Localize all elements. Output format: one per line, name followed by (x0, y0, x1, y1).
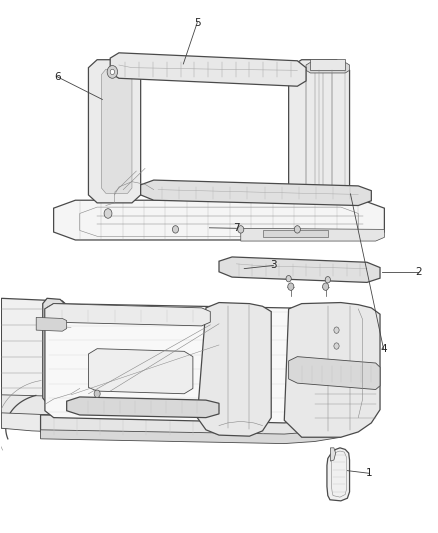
Circle shape (173, 225, 179, 233)
Text: 4: 4 (380, 344, 387, 354)
Polygon shape (330, 448, 336, 461)
Polygon shape (219, 257, 380, 282)
Polygon shape (197, 303, 271, 436)
Polygon shape (45, 304, 350, 423)
Circle shape (294, 225, 300, 233)
Text: 2: 2 (415, 267, 422, 277)
Polygon shape (311, 59, 345, 70)
Polygon shape (53, 200, 385, 240)
Polygon shape (88, 60, 141, 203)
Polygon shape (43, 298, 64, 405)
Polygon shape (306, 62, 350, 73)
Circle shape (334, 343, 339, 349)
Polygon shape (41, 415, 341, 437)
Polygon shape (284, 303, 380, 437)
Polygon shape (141, 180, 371, 206)
Polygon shape (1, 413, 71, 432)
Circle shape (286, 276, 291, 282)
Text: 7: 7 (233, 223, 240, 233)
Polygon shape (327, 448, 350, 501)
Circle shape (288, 283, 294, 290)
Text: 5: 5 (194, 18, 201, 28)
Circle shape (334, 327, 339, 333)
Circle shape (238, 225, 244, 233)
Polygon shape (289, 60, 350, 203)
Circle shape (94, 390, 100, 398)
Polygon shape (262, 230, 328, 237)
Text: 1: 1 (366, 469, 372, 478)
Polygon shape (1, 298, 71, 405)
Polygon shape (1, 391, 71, 428)
Circle shape (325, 277, 330, 283)
Polygon shape (67, 397, 219, 418)
Circle shape (104, 209, 112, 218)
Text: 6: 6 (54, 71, 60, 82)
Polygon shape (45, 304, 210, 326)
Text: 3: 3 (270, 261, 277, 270)
Circle shape (107, 66, 117, 78)
Circle shape (110, 69, 115, 75)
Polygon shape (36, 317, 67, 331)
Polygon shape (241, 228, 385, 241)
Circle shape (322, 283, 328, 290)
Polygon shape (102, 69, 132, 193)
Polygon shape (41, 430, 341, 443)
Polygon shape (289, 357, 380, 390)
Polygon shape (110, 53, 306, 86)
Polygon shape (88, 349, 193, 394)
